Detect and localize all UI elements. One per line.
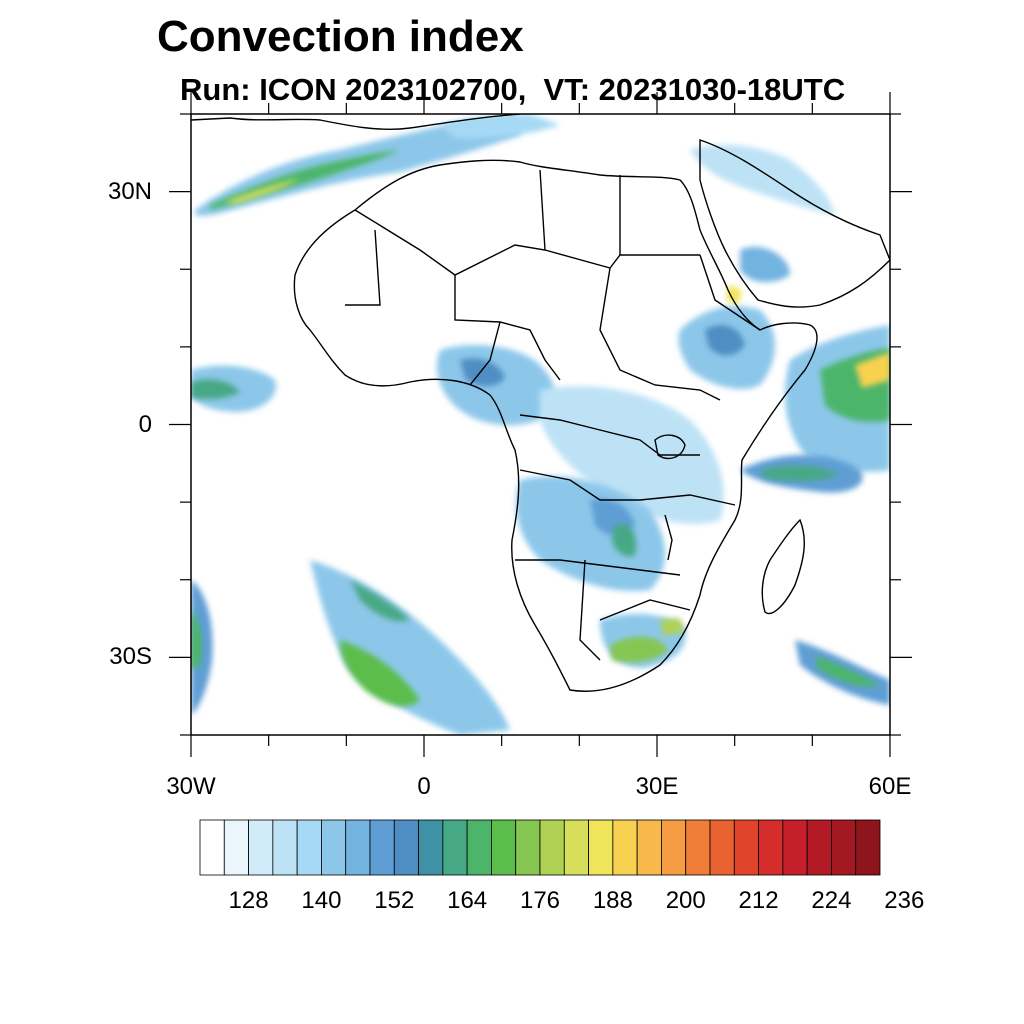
convection-area — [516, 476, 665, 591]
colorbar-swatch — [588, 819, 614, 876]
colorbar-label: 176 — [519, 887, 561, 914]
colorbar-label: 224 — [811, 887, 852, 914]
colorbar-swatch — [393, 819, 419, 876]
convection-area — [612, 524, 637, 557]
colorbar-swatch — [831, 819, 857, 876]
border-line — [699, 254, 761, 331]
border-line — [599, 267, 721, 401]
colorbar-label: 164 — [447, 887, 488, 914]
colorbar-swatch — [661, 819, 687, 876]
arabia-coastline — [699, 139, 890, 308]
map-subtitle: Run: ICON 2023102700, VT: 20231030-18UTC — [180, 72, 846, 107]
convection-area — [726, 285, 742, 305]
border-line — [345, 229, 381, 306]
colorbar-swatch — [345, 819, 371, 876]
convection-area — [350, 580, 410, 622]
colorbar-label: 236 — [884, 887, 925, 914]
lake-malawi — [664, 514, 673, 561]
colorbar-swatch — [369, 819, 395, 876]
border-line — [469, 321, 501, 386]
border-line — [519, 414, 700, 456]
colorbar-label: 212 — [738, 887, 779, 914]
africa-coastline — [293, 159, 818, 692]
colorbar-swatch — [855, 819, 881, 876]
madagascar-coastline — [761, 518, 805, 615]
map-title: Convection index — [157, 12, 524, 61]
colorbar-swatch — [272, 819, 298, 876]
y-tick-label: 30S — [109, 643, 152, 671]
y-tick-label: 0 — [138, 410, 152, 438]
convection-area — [855, 352, 890, 388]
colorbar-label: 200 — [665, 887, 706, 914]
convection-area — [225, 178, 300, 204]
colorbar-swatch — [806, 819, 832, 876]
colorbar — [199, 819, 881, 876]
border-line — [354, 209, 700, 276]
colorbar-swatch — [515, 819, 541, 876]
convection-area — [191, 610, 202, 670]
convection-area — [436, 345, 555, 426]
colorbar-swatch — [612, 819, 638, 876]
y-tick-label: 30N — [107, 177, 152, 205]
border-line — [515, 559, 681, 576]
border-line — [454, 275, 561, 381]
convection-area — [660, 618, 684, 636]
x-tick-label: 0 — [417, 773, 431, 800]
border-line — [539, 169, 546, 251]
colorbar-swatch — [321, 819, 347, 876]
convection-area — [310, 560, 510, 735]
colorbar-label: 128 — [228, 887, 269, 914]
colorbar-swatch — [733, 819, 759, 876]
convection-area — [340, 640, 420, 707]
x-tick-label: 60E — [868, 773, 912, 800]
convection-area — [540, 386, 724, 524]
convection-area — [440, 114, 560, 139]
convection-area — [815, 655, 880, 687]
colorbar-swatch — [563, 819, 589, 876]
x-tick-label: 30E — [635, 773, 679, 800]
colorbar-swatch — [758, 819, 784, 876]
convection-field — [191, 114, 890, 735]
colorbar-swatch — [199, 819, 225, 876]
colorbar-swatch — [782, 819, 808, 876]
colorbar-swatch — [418, 819, 444, 876]
convection-area — [705, 325, 745, 356]
colorbar-label: 140 — [301, 887, 342, 914]
convection-area — [191, 379, 240, 400]
colorbar-swatch — [491, 819, 517, 876]
colorbar-swatch — [248, 819, 274, 876]
border-line — [599, 599, 691, 621]
colorbar-swatch — [442, 819, 468, 876]
convection-area — [460, 358, 505, 387]
map-frame — [190, 113, 891, 736]
convection-area — [610, 636, 668, 663]
colorbar-swatch — [709, 819, 735, 876]
convection-area — [690, 144, 835, 215]
axis-ticks — [169, 92, 912, 757]
colorbar-swatch — [223, 819, 249, 876]
colorbar-swatch — [539, 819, 565, 876]
border-line — [519, 469, 736, 506]
colorbar-swatch — [636, 819, 662, 876]
colorbar-swatch — [466, 819, 492, 876]
convection-area — [760, 465, 840, 481]
colorbar-swatch — [296, 819, 322, 876]
coastlines — [191, 114, 890, 692]
border-line — [579, 559, 601, 661]
x-tick-label: 30W — [166, 773, 216, 800]
colorbar-label: 152 — [374, 887, 415, 914]
europe-coastline — [191, 114, 521, 130]
colorbar-swatch — [685, 819, 711, 876]
lake-victoria — [654, 434, 686, 460]
convection-area — [740, 246, 790, 282]
colorbar-label: 188 — [592, 887, 633, 914]
